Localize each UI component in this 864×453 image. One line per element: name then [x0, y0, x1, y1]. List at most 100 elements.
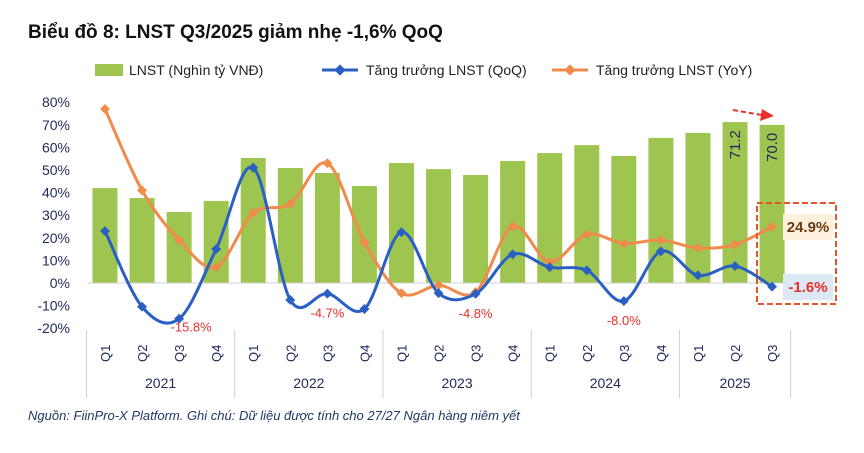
- y-tick-label: 80%: [42, 94, 70, 110]
- qoq-point: [655, 246, 666, 257]
- bar: [463, 174, 489, 283]
- y-tick-label: 20%: [42, 230, 70, 246]
- bar-value-label: 71.2: [727, 130, 744, 159]
- x-tick-label: Q4: [654, 345, 669, 362]
- x-tick-label: Q2: [728, 345, 743, 362]
- trend-arrow-head: [760, 109, 774, 121]
- qoq-value-label: -15.8%: [171, 320, 213, 335]
- qoq-point: [137, 301, 148, 312]
- legend-bar-swatch: [95, 64, 123, 76]
- qoq-point: [767, 281, 778, 292]
- bar: [240, 158, 266, 283]
- yoy-point: [581, 229, 592, 240]
- yoy-point: [322, 158, 333, 169]
- x-tick-label: Q1: [691, 345, 706, 362]
- x-tick-label: Q4: [357, 345, 372, 362]
- qoq-point: [581, 265, 592, 276]
- x-tick-label: Q2: [580, 345, 595, 362]
- qoq-callout-bg: [783, 274, 833, 300]
- bar: [685, 132, 711, 283]
- yoy-point: [211, 262, 222, 273]
- qoq-point: [248, 162, 259, 173]
- yoy-point: [693, 243, 703, 253]
- bar: [574, 145, 600, 283]
- y-tick-label: 10%: [42, 252, 70, 268]
- x-tick-label: Q2: [135, 345, 150, 362]
- y-tick-label: 70%: [42, 117, 70, 133]
- legend-marker: [564, 64, 576, 76]
- year-label: 2021: [145, 375, 176, 391]
- yoy-point: [396, 288, 407, 299]
- highlight-box: [756, 202, 837, 305]
- x-tick-label: Q1: [98, 345, 113, 362]
- chart-title: Biểu đồ 8: LNST Q3/2025 giảm nhẹ -1,6% Q…: [28, 22, 443, 43]
- yoy-point: [544, 257, 555, 267]
- y-tick-label: 40%: [42, 185, 70, 201]
- yoy-point: [359, 237, 370, 248]
- x-tick-label: Q2: [283, 345, 298, 362]
- y-tick-label: 0%: [50, 275, 70, 291]
- qoq-point: [433, 288, 444, 299]
- qoq-value-label: -4.7%: [310, 306, 344, 321]
- year-label: 2025: [719, 375, 750, 391]
- yoy-point: [248, 207, 259, 218]
- qoq-point: [470, 288, 481, 299]
- qoq-point: [544, 262, 555, 273]
- x-tick-label: Q2: [432, 345, 447, 362]
- bar: [129, 198, 155, 283]
- bar: [722, 122, 748, 283]
- source-note: Nguồn: FiinPro-X Platform. Ghi chú: Dữ l…: [28, 408, 520, 423]
- qoq-point: [730, 261, 740, 271]
- yoy-point: [433, 280, 444, 291]
- bar-value-label: 70.0: [764, 133, 781, 162]
- qoq-point: [618, 296, 629, 307]
- qoq-point: [396, 227, 407, 238]
- y-tick-label: 60%: [42, 139, 70, 155]
- qoq-point: [211, 244, 222, 255]
- qoq-point: [100, 226, 110, 236]
- bar: [426, 169, 452, 283]
- legend-marker: [334, 64, 346, 76]
- y-tick-label: 30%: [42, 207, 70, 223]
- bar: [388, 162, 414, 283]
- yoy-point: [655, 235, 666, 246]
- qoq-value-label: -8.0%: [607, 313, 641, 328]
- year-label: 2024: [590, 375, 621, 391]
- yoy-point: [137, 185, 148, 196]
- x-tick-label: Q4: [209, 345, 224, 362]
- yoy-callout-label: 24.9%: [787, 219, 830, 236]
- yoy-point: [730, 239, 740, 250]
- qoq-callout-label: -1.6%: [788, 279, 827, 296]
- qoq-point: [174, 313, 185, 324]
- qoq-value-label: -4.8%: [459, 306, 493, 321]
- legend-label: Tăng trưởng LNST (YoY): [596, 62, 752, 78]
- x-tick-label: Q3: [765, 345, 780, 362]
- yoy-point: [285, 198, 296, 209]
- qoq-point: [359, 304, 370, 314]
- legend-label: Tăng trưởng LNST (QoQ): [366, 62, 527, 78]
- bar: [314, 172, 340, 283]
- x-tick-label: Q3: [469, 345, 484, 362]
- bar: [611, 155, 637, 283]
- qoq-point: [693, 270, 703, 281]
- y-tick-label: 50%: [42, 162, 70, 178]
- x-tick-label: Q3: [320, 345, 335, 362]
- x-tick-label: Q1: [394, 345, 409, 362]
- yoy-point: [767, 221, 778, 232]
- x-tick-label: Q3: [617, 345, 632, 362]
- bar: [351, 186, 377, 283]
- x-tick-label: Q1: [543, 345, 558, 362]
- yoy-point: [174, 235, 185, 246]
- yoy-point: [100, 104, 110, 114]
- yoy-point: [618, 238, 629, 249]
- bar: [277, 167, 303, 283]
- year-label: 2022: [293, 375, 324, 391]
- x-tick-label: Q1: [246, 345, 261, 362]
- legend-label: LNST (Nghìn tỷ VNĐ): [129, 62, 263, 78]
- qoq-point: [285, 295, 296, 305]
- trend-arrow-line: [732, 109, 763, 116]
- y-tick-label: -20%: [37, 320, 70, 336]
- yoy-callout-bg: [783, 214, 833, 240]
- x-tick-label: Q3: [172, 345, 187, 362]
